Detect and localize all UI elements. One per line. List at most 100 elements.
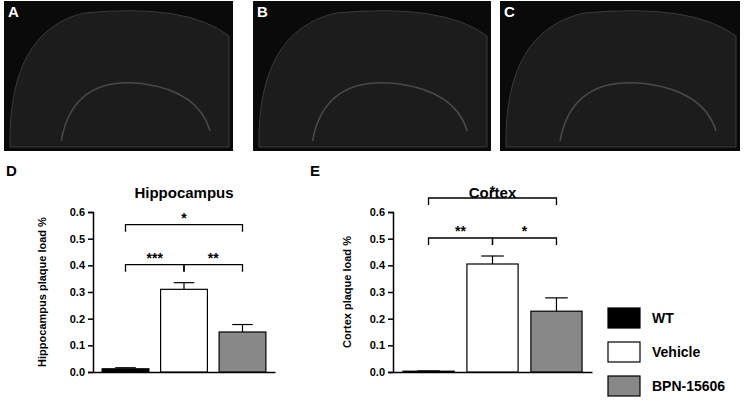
image-panel: C: [500, 1, 740, 151]
y-tick-mark: [88, 372, 93, 374]
significance-bracket: [493, 238, 557, 245]
y-tick-mark: [388, 372, 393, 374]
significance-label: **: [455, 223, 466, 239]
significance-bracket: [429, 198, 557, 205]
error-bar-stem: [492, 256, 493, 264]
error-bar: [115, 368, 136, 369]
hippocampus-outline: [61, 83, 210, 141]
y-tick: 0.4: [370, 259, 393, 271]
significance-bracket: [126, 225, 243, 232]
y-tick-mark: [388, 265, 393, 267]
significance-bracket: [429, 238, 493, 245]
legend-label: Vehicle: [652, 344, 700, 360]
bar: [467, 264, 518, 372]
legend-swatch: [608, 342, 640, 362]
y-tick-label: 0.2: [70, 313, 85, 325]
bar: [219, 332, 266, 372]
image-background: [500, 1, 740, 151]
panel-label: C: [504, 3, 515, 20]
y-axis-line: [388, 213, 394, 373]
error-bar: [232, 325, 253, 332]
hippocampus-outline: [560, 83, 716, 141]
error-bar-cap: [545, 297, 568, 298]
y-tick: 0.5: [370, 233, 393, 245]
error-bar-cap: [232, 324, 253, 325]
y-tick: 0.6: [70, 206, 93, 218]
chart: D Hippocampus Hippocampus plaque load % 0.0…: [6, 162, 276, 378]
y-tick-label: 0.4: [370, 259, 386, 271]
significance-bracket: [184, 265, 243, 272]
y-tick-label: 0.5: [370, 233, 385, 245]
legend-swatch: [608, 308, 640, 328]
y-tick-label: 0.1: [70, 339, 85, 351]
panel-label: A: [8, 3, 19, 20]
annotations: ******: [126, 210, 243, 272]
legend: WT Vehicle BPN-15606: [608, 308, 725, 396]
error-bar: [417, 370, 440, 371]
image-background: [4, 1, 233, 151]
significance-label: *: [181, 210, 187, 226]
y-tick-label: 0.5: [70, 233, 85, 245]
error-bar: [481, 256, 504, 264]
chart: ECortexCortex plaque load %0.00.10.20.30…: [310, 162, 725, 396]
y-axis: 0.0 0.1 0.2 0.3 0.4 0.5 0.6: [70, 206, 94, 378]
significance-bracket: [126, 265, 185, 272]
significance-label: *: [490, 183, 496, 199]
y-tick-label: 0.3: [370, 286, 385, 298]
panel-label: E: [310, 162, 320, 179]
y-axis-title: Hippocampus plaque load %: [36, 217, 48, 367]
error-bar-stem: [242, 325, 243, 332]
y-axis-line: [88, 213, 94, 373]
y-tick-label: 0.6: [370, 206, 385, 218]
legend-label: BPN-15606: [652, 378, 725, 394]
error-bar: [174, 283, 195, 290]
significance-label: **: [208, 250, 219, 266]
y-tick: 0.1: [370, 339, 393, 351]
tissue-section: [259, 11, 487, 147]
y-tick-mark: [88, 345, 93, 347]
significance-label: ***: [147, 250, 164, 266]
y-tick-label: 0.0: [370, 366, 385, 378]
error-bar: [545, 298, 568, 311]
y-tick: 0.3: [370, 286, 393, 298]
tissue-section: [10, 11, 229, 147]
y-tick: 0.5: [70, 233, 93, 245]
y-tick-mark: [88, 238, 93, 240]
tissue-section: [506, 11, 736, 147]
image-background: [253, 1, 491, 151]
y-tick-mark: [388, 212, 393, 214]
y-axis: 0.0 0.1 0.2 0.3 0.4 0.5 0.6: [370, 206, 394, 378]
y-tick-label: 0.0: [70, 366, 85, 378]
legend-swatch: [608, 376, 640, 396]
y-tick: 0.0: [370, 366, 393, 378]
y-tick-label: 0.4: [70, 259, 86, 271]
error-bar-cap: [417, 370, 440, 371]
panel-label: B: [257, 3, 268, 20]
error-bar-cap: [115, 367, 136, 368]
y-tick-mark: [388, 238, 393, 240]
y-tick-label: 0.6: [70, 206, 85, 218]
y-tick: 0.3: [70, 286, 93, 298]
figure: A B C D Hippocampus Hippocampus plaque load %…: [0, 0, 744, 407]
chart-title: Hippocampus: [134, 184, 233, 201]
y-tick-label: 0.1: [370, 339, 385, 351]
y-tick-mark: [388, 292, 393, 294]
y-tick-mark: [388, 318, 393, 320]
y-tick-mark: [388, 345, 393, 347]
error-bar-stem: [183, 283, 184, 290]
bar: [102, 369, 149, 372]
y-tick-mark: [88, 265, 93, 267]
y-tick-mark: [88, 318, 93, 320]
error-bar-stem: [556, 298, 557, 311]
y-tick: 0.0: [70, 366, 93, 378]
plot-area: [403, 256, 582, 372]
hippocampus-outline: [313, 83, 468, 141]
y-tick-mark: [88, 292, 93, 294]
bar: [161, 289, 208, 372]
bar: [403, 371, 454, 372]
legend-label: WT: [652, 310, 674, 326]
y-tick: 0.2: [370, 313, 393, 325]
y-axis-title: Cortex plaque load %: [341, 236, 353, 348]
panel-label: D: [6, 162, 17, 179]
annotations: ****: [429, 183, 557, 245]
